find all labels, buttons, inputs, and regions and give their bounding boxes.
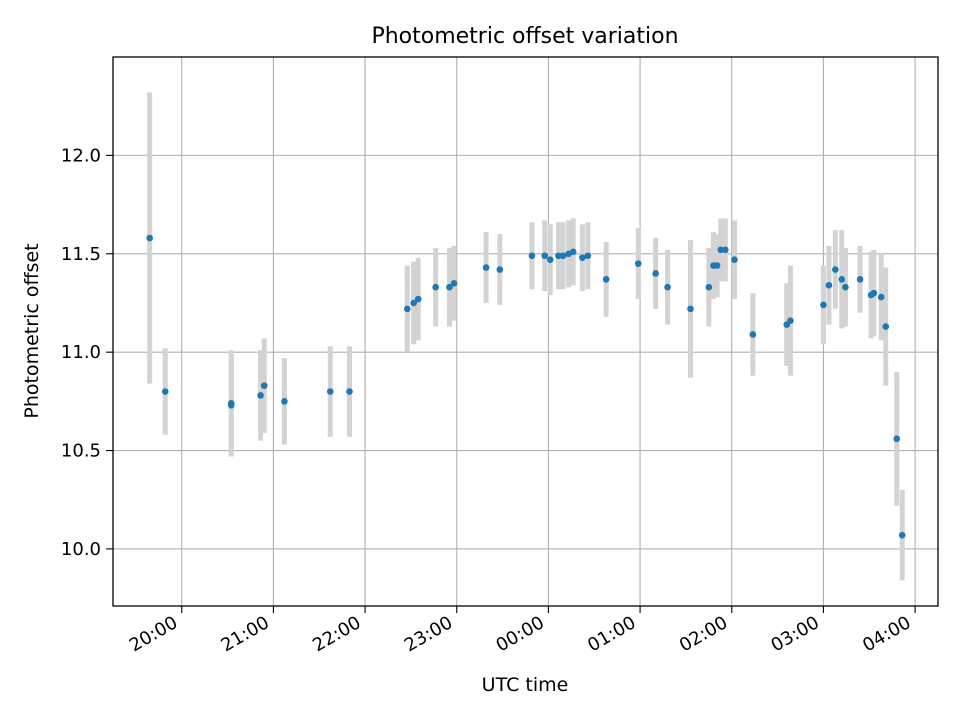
data-point xyxy=(882,323,890,330)
data-point xyxy=(414,295,422,303)
data-point xyxy=(731,256,738,263)
data-point xyxy=(559,252,567,260)
data-point xyxy=(893,435,901,443)
data-point xyxy=(634,260,642,267)
data-point xyxy=(705,283,713,291)
data-point xyxy=(713,262,721,269)
data-point xyxy=(832,266,839,273)
data-point xyxy=(482,264,490,271)
y-axis-ticks: 10.0 10.5 11.0 11.5 12.0 xyxy=(61,145,113,560)
data-point xyxy=(161,388,169,395)
y-tick-label: 12.0 xyxy=(61,145,101,166)
data-point xyxy=(146,234,153,242)
data-point xyxy=(569,248,577,256)
data-point xyxy=(326,388,334,395)
data-point xyxy=(787,317,794,324)
data-point xyxy=(820,301,827,309)
data-point xyxy=(227,401,235,409)
data-point xyxy=(446,283,453,291)
y-tick-label: 11.0 xyxy=(61,342,101,363)
data-point xyxy=(687,305,694,313)
data-point xyxy=(281,398,288,405)
data-point xyxy=(257,392,264,399)
data-point xyxy=(450,279,458,287)
data-point xyxy=(652,270,659,277)
y-tick-label: 10.5 xyxy=(61,441,101,462)
plot-frame xyxy=(112,56,939,607)
data-point xyxy=(496,266,504,273)
data-point xyxy=(432,283,439,291)
data-points xyxy=(146,234,906,539)
data-point xyxy=(528,252,536,260)
plot-area xyxy=(112,56,939,607)
grid-lines xyxy=(113,57,938,606)
data-point xyxy=(717,246,725,254)
data-point xyxy=(842,283,849,291)
data-point xyxy=(410,299,417,307)
data-point xyxy=(856,276,864,283)
data-point xyxy=(749,331,757,338)
data-point xyxy=(555,252,562,260)
data-point xyxy=(825,281,833,289)
data-point xyxy=(838,276,846,283)
data-point xyxy=(346,388,353,395)
data-point xyxy=(877,293,885,301)
data-point xyxy=(541,252,549,260)
data-point xyxy=(870,289,878,297)
y-tick-label: 11.5 xyxy=(61,244,101,265)
y-axis-label: Photometric offset xyxy=(21,243,43,418)
data-point xyxy=(584,252,592,260)
data-point xyxy=(602,276,610,283)
y-tick-label: 10.0 xyxy=(61,539,101,560)
data-point xyxy=(664,283,671,291)
data-point xyxy=(722,246,729,254)
data-point xyxy=(403,305,411,313)
data-point xyxy=(546,256,554,263)
x-axis-label: UTC time xyxy=(482,674,569,696)
chart-title: Photometric offset variation xyxy=(371,24,678,49)
data-point xyxy=(579,254,586,262)
data-point xyxy=(260,382,268,389)
data-point xyxy=(898,531,906,539)
